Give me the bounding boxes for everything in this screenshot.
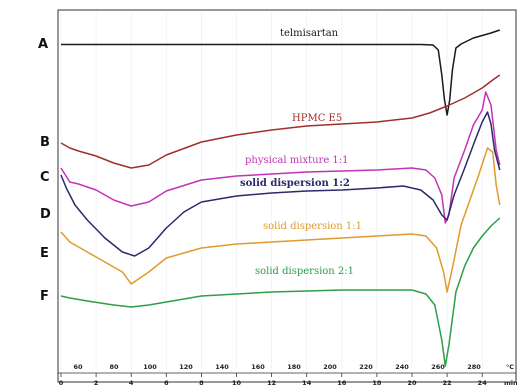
curve-f [60, 217, 501, 367]
curve-letter-d: D [40, 207, 51, 222]
curve-letter-c: C [40, 170, 50, 185]
time-tick-label: 20 [407, 379, 417, 387]
curve-letter-a: A [38, 37, 48, 52]
label-hpmc-e5: HPMC E5 [292, 113, 342, 124]
time-tick-label: 14 [302, 379, 312, 387]
temp-tick-label: 260 [431, 363, 445, 371]
grid-lines [60, 12, 483, 370]
curves-layer [60, 29, 501, 367]
curve-e [60, 147, 501, 293]
temp-tick-label: 220 [359, 363, 373, 371]
label-solid-dispersion-2-1: solid dispersion 2:1 [255, 266, 354, 277]
temp-tick-label: 280 [467, 363, 481, 371]
unit-time: min [504, 379, 517, 387]
label-solid-dispersion-1-2: solid dispersion 1:2 [240, 178, 350, 189]
curve-a [61, 29, 501, 116]
temp-tick-label: 140 [215, 363, 229, 371]
time-tick-label: 12 [267, 379, 276, 387]
curve-letter-e: E [40, 246, 49, 261]
label-physical-mixture: physical mixture 1:1 [245, 155, 349, 166]
label-solid-dispersion-1-1: solid dispersion 1:1 [263, 221, 362, 232]
time-tick-label: 16 [337, 379, 347, 387]
time-tick-label: 6 [164, 379, 169, 387]
time-tick-label: 22 [443, 379, 452, 387]
time-tick-label: 10 [232, 379, 242, 387]
temp-tick-label: 100 [143, 363, 157, 371]
temp-tick-label: 200 [323, 363, 337, 371]
curve-b [60, 74, 501, 169]
label-telmisartan: telmisartan [280, 28, 339, 39]
temp-tick-label: 160 [251, 363, 265, 371]
temp-tick-label: 80 [109, 363, 119, 371]
temp-tick-label: 180 [287, 363, 301, 371]
time-tick-label: 18 [372, 379, 382, 387]
plot-frame [57, 9, 517, 383]
temp-tick-label: 240 [395, 363, 409, 371]
curve-d [60, 111, 501, 257]
temp-tick-label: 60 [73, 363, 83, 371]
curve-c [60, 91, 501, 224]
time-tick-label: 2 [94, 379, 99, 387]
time-tick-label: 8 [199, 379, 204, 387]
time-tick-label: 24 [478, 379, 488, 387]
temp-tick-label: 120 [179, 363, 193, 371]
time-tick-label: 4 [129, 379, 134, 387]
unit-temperature: °C [506, 363, 514, 371]
curve-letter-b: B [40, 135, 50, 150]
curve-letter-f: F [40, 289, 49, 304]
time-tick-label: 0 [59, 379, 64, 387]
